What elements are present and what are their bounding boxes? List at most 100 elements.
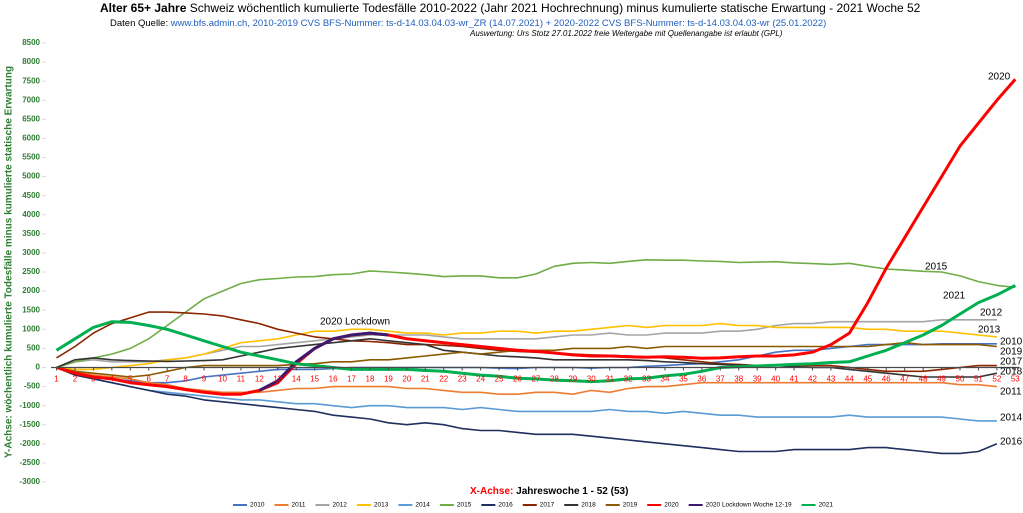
x-tick-label: 9 bbox=[202, 375, 207, 384]
series-line bbox=[56, 366, 997, 395]
y-tick-label: -500 bbox=[24, 382, 41, 391]
x-tick-label: 24 bbox=[476, 375, 485, 384]
y-tick-label: 500 bbox=[27, 344, 41, 353]
y-tick-label: 7500 bbox=[22, 76, 40, 85]
x-tick-label: 25 bbox=[495, 375, 504, 384]
y-tick-label: 5000 bbox=[22, 172, 40, 181]
x-tick-label: 28 bbox=[550, 375, 559, 384]
legend-label: 2020 Lockdown Woche 12-19 bbox=[706, 502, 792, 509]
x-tick-label: 15 bbox=[310, 375, 319, 384]
end-label: 2010 bbox=[1000, 337, 1023, 348]
legend-label: 2021 bbox=[819, 502, 834, 509]
legend-label: 2019 bbox=[623, 502, 638, 509]
legend-label: 2014 bbox=[415, 502, 430, 509]
x-tick-label: 13 bbox=[273, 375, 282, 384]
y-tick-label: 8000 bbox=[22, 57, 40, 66]
end-label: 2011 bbox=[1000, 387, 1022, 398]
x-tick-label: 40 bbox=[771, 375, 780, 384]
x-tick-label: 37 bbox=[716, 375, 725, 384]
x-tick-label: 1 bbox=[54, 375, 59, 384]
legend-label: 2010 bbox=[250, 502, 265, 509]
x-tick-label: 6 bbox=[146, 375, 151, 384]
x-tick-label: 47 bbox=[900, 375, 909, 384]
x-tick-label: 20 bbox=[402, 375, 411, 384]
y-tick-label: -1000 bbox=[20, 401, 41, 410]
source-label: Daten Quelle: bbox=[110, 18, 168, 29]
x-tick-label: 19 bbox=[384, 375, 393, 384]
x-tick-label: 7 bbox=[165, 375, 170, 384]
x-tick-label: 2 bbox=[73, 375, 78, 384]
y-tick-label: 1500 bbox=[22, 305, 40, 314]
x-tick-label: 35 bbox=[679, 375, 688, 384]
end-label: 2012 bbox=[980, 308, 1003, 319]
y-tick-label: 2500 bbox=[22, 267, 40, 276]
x-tick-label: 50 bbox=[956, 375, 965, 384]
series-line bbox=[258, 331, 389, 392]
x-tick-label: 10 bbox=[218, 375, 227, 384]
x-tick-label: 45 bbox=[863, 375, 872, 384]
legend-label: 2013 bbox=[374, 502, 389, 509]
end-label: 2019 bbox=[1000, 347, 1023, 358]
source: Daten Quelle: www.bfs.admin.ch, 2010-201… bbox=[110, 18, 826, 29]
x-tick-label: 26 bbox=[513, 375, 522, 384]
x-tick-label: 39 bbox=[753, 375, 762, 384]
series-line bbox=[56, 259, 1016, 369]
legend-label: 2018 bbox=[581, 502, 596, 509]
x-tick-label: 48 bbox=[919, 375, 928, 384]
x-tick-label: 23 bbox=[458, 375, 467, 384]
x-tick-label: 22 bbox=[439, 375, 448, 384]
x-tick-label: 44 bbox=[845, 375, 854, 384]
x-tick-label: 4 bbox=[110, 375, 115, 384]
x-tick-label: 41 bbox=[790, 375, 799, 384]
end-label: 2016 bbox=[1000, 437, 1023, 448]
legend-label: 2017 bbox=[540, 502, 555, 509]
legend-label: 2016 bbox=[498, 502, 513, 509]
x-tick-label: 21 bbox=[421, 375, 430, 384]
x-tick-label: 27 bbox=[531, 375, 540, 384]
x-tick-label: 18 bbox=[366, 375, 375, 384]
y-tick-label: 2000 bbox=[22, 286, 40, 295]
chart-title: Alter 65+ Jahre Schweiz wöchentlich kumu… bbox=[100, 1, 921, 15]
y-tick-label: 6500 bbox=[22, 114, 40, 123]
series-line bbox=[56, 322, 997, 371]
legend-label: 2020 bbox=[664, 502, 679, 509]
y-tick-label: -3000 bbox=[20, 477, 41, 486]
series-line bbox=[56, 338, 998, 378]
x-tick-label: 16 bbox=[329, 375, 338, 384]
credit: Auswertung: Urs Stotz 27.01.2022 freie W… bbox=[469, 29, 783, 38]
x-tick-label: 11 bbox=[237, 375, 246, 384]
x-tick-label: 51 bbox=[974, 375, 983, 384]
x-tick-label: 33 bbox=[642, 375, 651, 384]
y-tick-label: 3500 bbox=[22, 229, 40, 238]
x-tick-label: 36 bbox=[697, 375, 706, 384]
x-tick-label: 30 bbox=[587, 375, 596, 384]
series-line bbox=[56, 319, 997, 369]
x-tick-label: 8 bbox=[183, 375, 188, 384]
end-label: 2021 bbox=[943, 291, 966, 302]
x-tick-label: 14 bbox=[292, 375, 301, 384]
x-tick-label: 49 bbox=[937, 375, 946, 384]
x-tick-label: 32 bbox=[624, 375, 633, 384]
y-tick-label: 1000 bbox=[22, 324, 40, 333]
legend-label: 2012 bbox=[332, 502, 347, 509]
end-label: 2017 bbox=[1000, 357, 1023, 368]
y-tick-label: 6000 bbox=[22, 134, 40, 143]
x-tick-label: 34 bbox=[661, 375, 670, 384]
y-tick-label: 4500 bbox=[22, 191, 40, 200]
end-label: 2020 bbox=[988, 72, 1011, 83]
x-tick-label: 29 bbox=[568, 375, 577, 384]
legend-label: 2015 bbox=[457, 502, 472, 509]
x-tick-label: 52 bbox=[992, 375, 1001, 384]
legend-label: 2011 bbox=[291, 502, 305, 509]
x-tick-label: 43 bbox=[826, 375, 835, 384]
x-tick-label: 12 bbox=[255, 375, 264, 384]
title-bold: Alter 65+ Jahre bbox=[100, 1, 187, 15]
series-line bbox=[56, 366, 997, 422]
source-text: www.bfs.admin.ch, 2010-2019 CVS BFS-Numm… bbox=[170, 18, 827, 29]
x-tick-label: 31 bbox=[605, 375, 614, 384]
x-tick-label: 38 bbox=[734, 375, 743, 384]
x-tick-label: 42 bbox=[808, 375, 817, 384]
end-label: 2015 bbox=[925, 262, 948, 273]
y-tick-label: 7000 bbox=[22, 95, 40, 104]
series-line bbox=[56, 366, 998, 455]
